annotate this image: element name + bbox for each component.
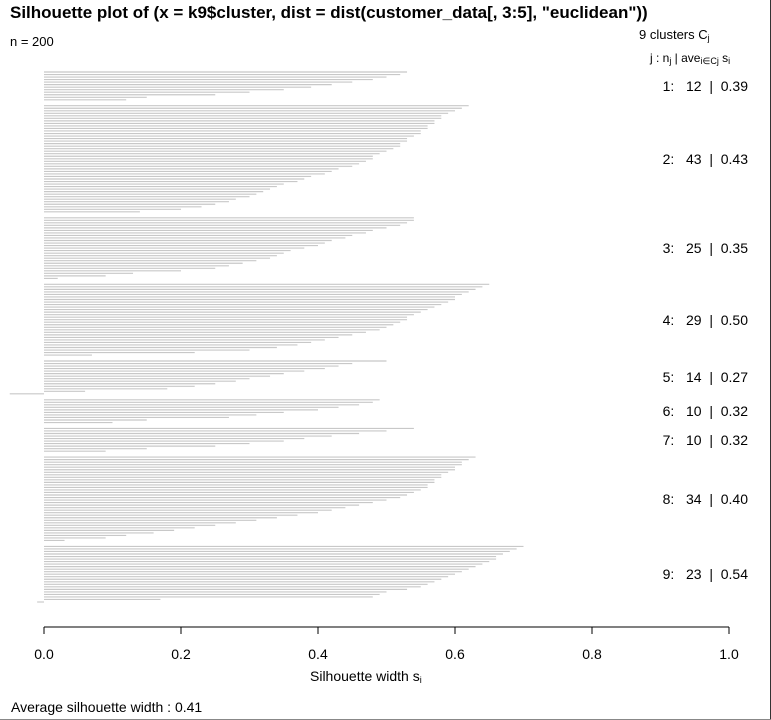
chart-title: Silhouette plot of (x = k9$cluster, dist… [10,3,648,22]
cluster-2-label: 2: 43 | 0.43 [662,150,748,167]
x-tick-label: 1.0 [719,646,739,662]
column-header-j: j : n [650,51,670,65]
clusters-header-sub: j [707,33,710,43]
cluster-5-label: 5: 14 | 0.27 [662,369,748,386]
cluster-5-bars [9,360,387,395]
clusters-header: 9 clusters Cj [639,27,710,43]
x-tick-label: 0.0 [34,646,54,662]
column-header-ave-sub: i∈Cj [700,56,719,66]
column-header: j : nj | avei∈Cj si [650,51,730,67]
column-header-ave: | ave [671,51,701,65]
sample-size-label: n = 200 [10,34,54,49]
cluster-7-bars [44,427,414,452]
cluster-9-bars [37,545,524,603]
column-header-j-sub: j [669,56,672,66]
cluster-6-label: 6: 10 | 0.32 [662,403,748,420]
x-tick-label: 0.4 [308,646,328,662]
x-tick-label: 0.8 [582,646,602,662]
x-axis-label: Silhouette width si [310,668,422,685]
cluster-3-label: 3: 25 | 0.35 [662,240,748,257]
x-axis-label-text: Silhouette width s [310,668,420,684]
x-tick-label: 0.6 [445,646,465,662]
cluster-1-bars [44,71,408,101]
column-header-s-sub: i [728,56,731,66]
cluster-3-bars [44,217,414,279]
cluster-4-bars [44,283,490,356]
clusters-header-text: 9 clusters C [639,27,708,42]
cluster-9-label: 9: 23 | 0.54 [662,566,748,583]
cluster-8-label: 8: 34 | 0.40 [662,490,748,507]
cluster-6-bars [44,399,380,424]
cluster-2-bars [44,105,469,213]
average-silhouette-label: Average silhouette width : 0.41 [11,699,203,715]
x-tick-label: 0.2 [171,646,191,662]
x-axis-label-sub: i [419,675,422,685]
column-header-s: s [718,51,729,65]
cluster-4-label: 4: 29 | 0.50 [662,311,748,328]
cluster-7-label: 7: 10 | 0.32 [662,431,748,448]
cluster-8-bars [44,456,476,542]
cluster-1-label: 1: 12 | 0.39 [662,77,748,94]
